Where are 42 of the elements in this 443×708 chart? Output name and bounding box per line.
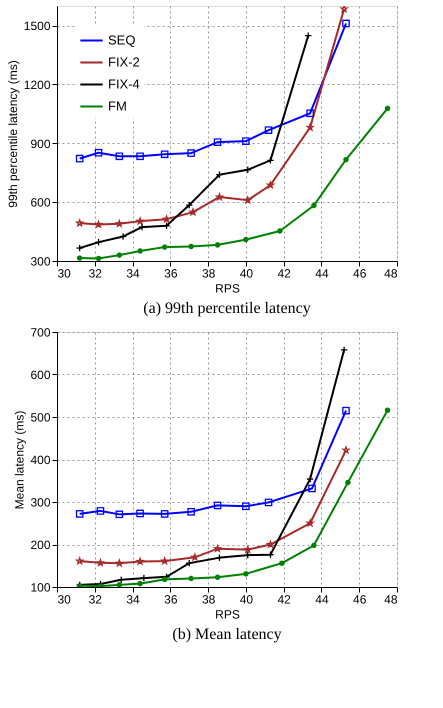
x-tick-label: 34 xyxy=(126,592,140,606)
legend-label: FM xyxy=(108,98,127,114)
x-tick-label: 32 xyxy=(88,592,102,606)
x-tick-label: 40 xyxy=(240,266,254,280)
x-tick-label: 36 xyxy=(164,266,178,280)
y-axis-title: 99th percentile latency (ms) xyxy=(6,60,20,208)
y-tick-label: 1500 xyxy=(24,19,51,34)
y-tick-label: 600 xyxy=(30,368,51,382)
x-tick-label: 42 xyxy=(277,266,292,280)
y-tick-label: 300 xyxy=(30,254,51,268)
x-tick-label: 34 xyxy=(126,266,140,280)
x-tick-label: 36 xyxy=(164,592,178,606)
legend-label: SEQ xyxy=(108,32,136,48)
x-tick-label: 40 xyxy=(240,592,254,606)
y-tick-label: 200 xyxy=(30,538,51,552)
legend-label: FIX-4 xyxy=(108,76,140,92)
y-tick-label: 600 xyxy=(30,196,51,210)
y-tick-label: 100 xyxy=(30,580,51,594)
x-tick-label: 46 xyxy=(353,266,367,280)
x-tick-label: 32 xyxy=(88,266,102,280)
y-tick-label: 900 xyxy=(30,136,51,151)
x-tick-label: 46 xyxy=(353,592,367,606)
x-tick-label: 42 xyxy=(277,592,292,606)
y-tick-label: 1200 xyxy=(24,78,51,92)
y-tick-label: 300 xyxy=(30,496,51,510)
y-tick-label: 400 xyxy=(30,453,51,467)
text: (b) Mean latency xyxy=(172,626,282,643)
y-tick-label: 700 xyxy=(30,326,51,340)
y-tick-label: 500 xyxy=(30,410,51,424)
legend-label: FIX-2 xyxy=(108,54,140,70)
x-axis-title: RPS xyxy=(215,608,240,622)
text: (a) 99th percentile latency xyxy=(143,300,311,317)
x-tick-label: 30 xyxy=(58,592,72,606)
x-tick-label: 48 xyxy=(384,592,398,606)
x-axis-title: RPS xyxy=(215,282,240,296)
x-tick-label: 38 xyxy=(202,266,216,280)
x-tick-label: 48 xyxy=(384,266,398,280)
x-tick-label: 30 xyxy=(58,266,72,280)
y-axis-title: Mean latency (ms) xyxy=(12,410,26,510)
x-tick-label: 38 xyxy=(202,592,216,606)
x-tick-label: 44 xyxy=(315,592,329,606)
x-tick-label: 44 xyxy=(315,266,329,280)
